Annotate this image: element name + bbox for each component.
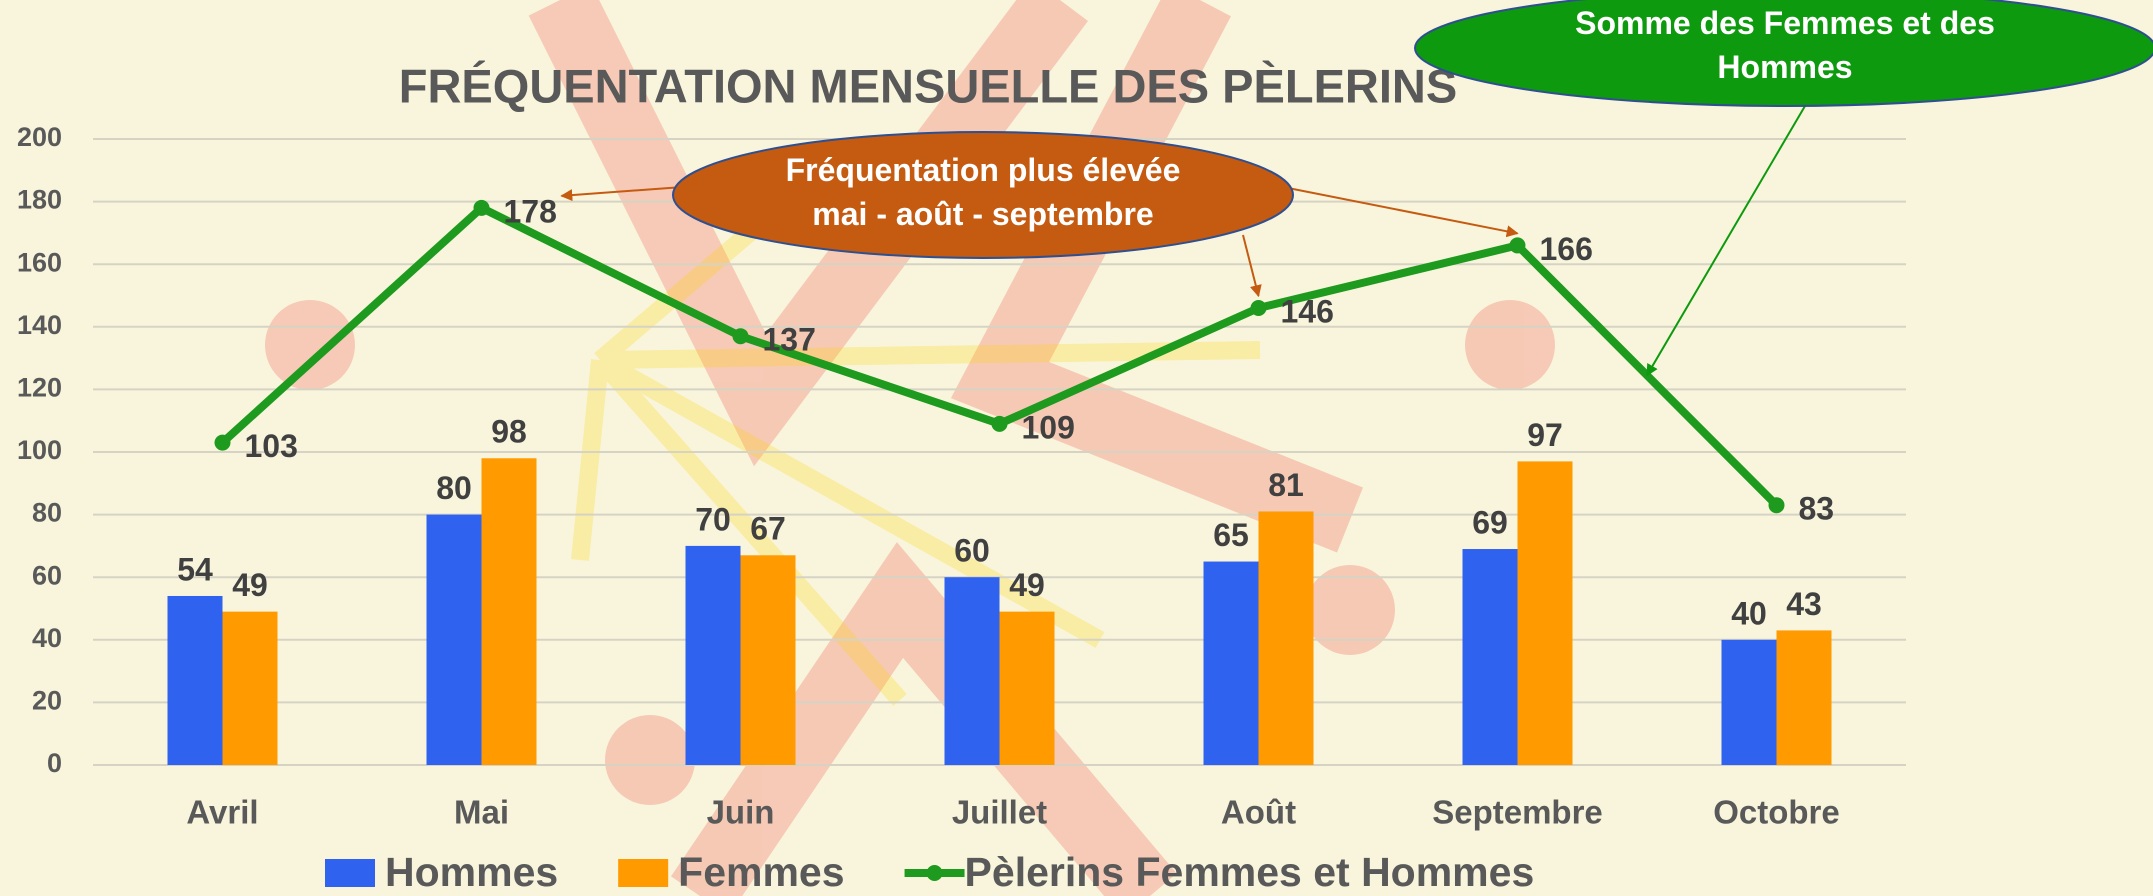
y-tick-label: 100 (17, 435, 62, 465)
annotation-arrow (1646, 105, 1806, 377)
y-tick-label: 140 (17, 310, 62, 340)
annotation-arrow (560, 186, 684, 202)
data-label: 70 (695, 501, 731, 537)
data-label: 54 (177, 551, 213, 587)
bar (1462, 549, 1518, 765)
data-label: 83 (1799, 491, 1835, 527)
bar (1258, 511, 1314, 765)
legend-label: Hommes (385, 849, 558, 895)
bar (944, 577, 1000, 765)
bar (167, 595, 223, 765)
bar (426, 514, 482, 765)
annotation-arrow (1242, 234, 1262, 298)
annotation-bubble (1414, 0, 2153, 107)
bar (999, 611, 1055, 765)
legend-swatch (618, 859, 669, 887)
bar (1517, 461, 1573, 765)
y-tick-label: 80 (32, 498, 62, 528)
bar (481, 458, 537, 765)
data-label: 137 (763, 322, 816, 358)
data-label: 43 (1786, 586, 1822, 622)
x-tick-label: Avril (186, 794, 258, 831)
annotation-text: Somme des Femmes et des Hommes (1575, 5, 1995, 85)
data-label: 81 (1268, 467, 1304, 503)
y-tick-label: 160 (17, 247, 62, 277)
legend-swatch (325, 859, 375, 887)
data-label: 98 (491, 414, 527, 450)
line-marker (991, 415, 1008, 432)
data-label: 97 (1527, 417, 1563, 453)
y-tick-label: 200 (17, 122, 62, 152)
x-tick-label: Août (1221, 794, 1296, 831)
bar (1776, 630, 1832, 765)
data-label: 109 (1022, 409, 1075, 445)
y-tick-label: 120 (17, 373, 62, 403)
data-label: 49 (1009, 567, 1045, 603)
data-label: 49 (232, 567, 268, 603)
line-marker (214, 434, 231, 451)
y-tick-label: 180 (17, 185, 62, 215)
bar (740, 555, 796, 765)
annotation-text: Fréquentation plus élevée mai - août - se… (786, 152, 1181, 232)
chart-title: FRÉQUENTATION MENSUELLE DES PÈLERINS (399, 59, 1457, 112)
data-label: 103 (245, 428, 298, 464)
data-label: 69 (1472, 504, 1508, 540)
y-tick-label: 40 (32, 623, 62, 653)
y-tick-label: 20 (32, 686, 62, 716)
x-tick-label: Juillet (952, 794, 1047, 831)
x-tick-label: Juin (707, 794, 775, 831)
line-marker (1250, 300, 1267, 317)
y-tick-label: 0 (47, 748, 62, 778)
line-marker (732, 328, 749, 345)
x-tick-label: Mai (454, 794, 509, 831)
data-label: 40 (1731, 595, 1767, 631)
x-tick-label: Octobre (1713, 794, 1840, 831)
legend-label: Femmes (678, 849, 844, 895)
y-tick-label: 60 (32, 560, 62, 590)
bar (222, 611, 278, 765)
data-label: 178 (504, 193, 557, 229)
sun-decoration (571, 183, 1261, 706)
bar (685, 545, 741, 765)
data-label: 146 (1281, 293, 1334, 329)
line-marker (1509, 237, 1526, 254)
data-label: 80 (436, 470, 472, 506)
bar (1203, 561, 1259, 765)
legend-marker (926, 865, 943, 881)
data-label: 67 (750, 511, 786, 547)
x-tick-label: Septembre (1432, 794, 1603, 831)
line-marker (1768, 497, 1785, 514)
annotation-bubble (672, 131, 1294, 259)
data-label: 60 (954, 533, 990, 569)
data-label: 65 (1213, 517, 1249, 553)
data-label: 166 (1540, 231, 1593, 267)
annotation-arrow (1282, 186, 1519, 238)
legend-label: Pèlerins Femmes et Hommes (965, 849, 1535, 895)
line-marker (473, 199, 490, 216)
bar (1721, 639, 1777, 765)
